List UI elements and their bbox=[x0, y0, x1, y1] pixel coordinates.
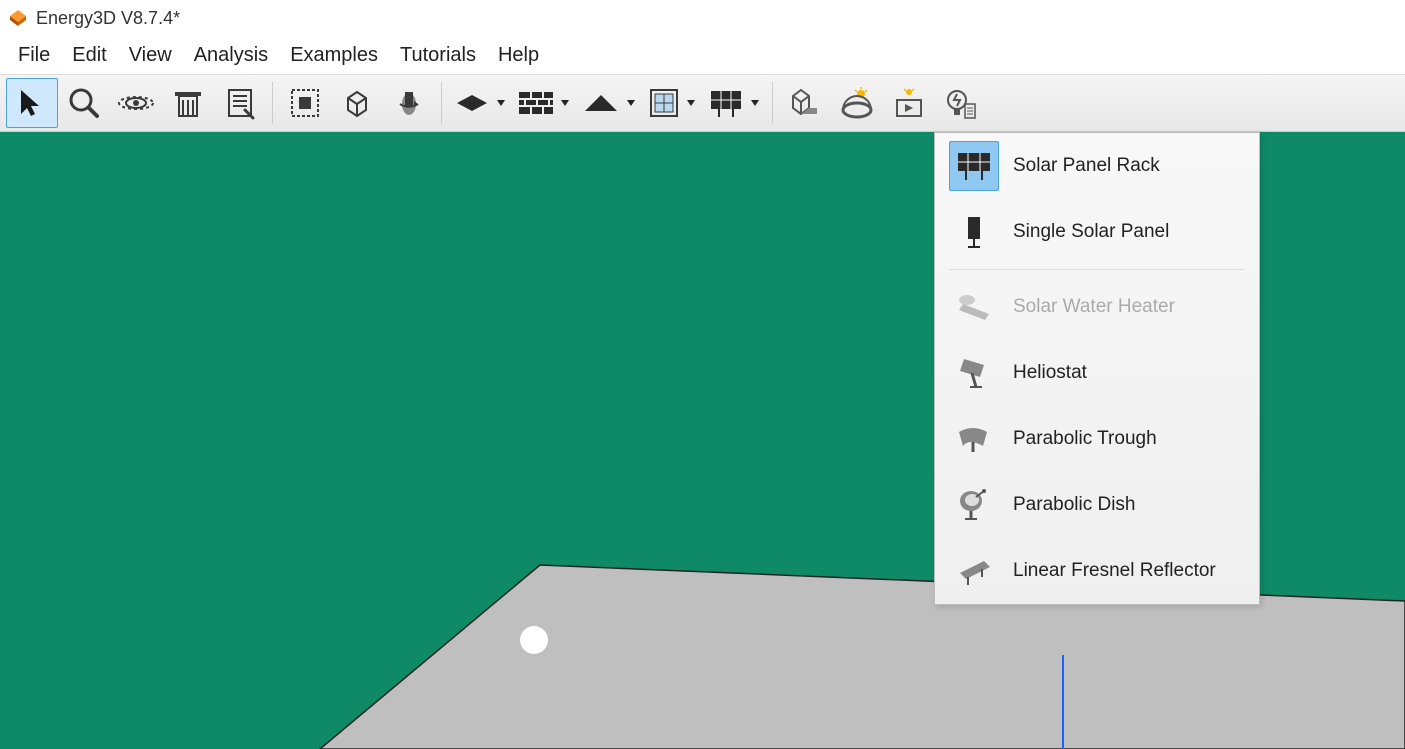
roof-icon bbox=[581, 91, 621, 115]
toolbar-foundation-button[interactable] bbox=[448, 78, 512, 128]
toolbar-energy-button[interactable] bbox=[935, 78, 987, 128]
menu-edit[interactable]: Edit bbox=[62, 38, 116, 73]
menu-single-solar-panel[interactable]: Single Solar Panel bbox=[935, 199, 1259, 265]
sun-handle[interactable] bbox=[520, 626, 548, 654]
chevron-down-icon bbox=[625, 97, 637, 109]
menu-item-label: Heliostat bbox=[1013, 362, 1087, 384]
resize-icon bbox=[288, 86, 322, 120]
toolbar-wall-button[interactable] bbox=[512, 78, 576, 128]
toolbar-roof-button[interactable] bbox=[576, 78, 642, 128]
toolbar-heliodon-button[interactable] bbox=[831, 78, 883, 128]
toolbar-window-button[interactable] bbox=[642, 78, 702, 128]
toolbar-solar-button[interactable] bbox=[702, 78, 766, 128]
menu-bar: File Edit View Analysis Examples Tutoria… bbox=[0, 36, 1405, 74]
toolbar-zoom-button[interactable] bbox=[58, 78, 110, 128]
menu-item-label: Parabolic Dish bbox=[1013, 494, 1136, 516]
water-heater-icon bbox=[949, 282, 999, 332]
menu-item-label: Solar Panel Rack bbox=[1013, 155, 1160, 177]
toolbar-building-button[interactable] bbox=[162, 78, 214, 128]
window-title: Energy3D V8.7.4* bbox=[36, 8, 180, 29]
toolbar-shadow-button[interactable] bbox=[779, 78, 831, 128]
menu-view[interactable]: View bbox=[119, 38, 182, 73]
menu-item-label: Single Solar Panel bbox=[1013, 221, 1169, 243]
magnifier-icon bbox=[67, 86, 101, 120]
menu-parabolic-trough[interactable]: Parabolic Trough bbox=[935, 406, 1259, 472]
solar-rack-icon bbox=[949, 141, 999, 191]
menu-parabolic-dish[interactable]: Parabolic Dish bbox=[935, 472, 1259, 538]
parabolic-trough-icon bbox=[949, 414, 999, 464]
foundation-icon bbox=[453, 89, 491, 117]
menu-linear-fresnel[interactable]: Linear Fresnel Reflector bbox=[935, 538, 1259, 604]
solar-icon bbox=[707, 87, 745, 119]
chevron-down-icon bbox=[559, 97, 571, 109]
menu-divider bbox=[949, 269, 1245, 270]
notes-icon bbox=[223, 86, 257, 120]
app-icon bbox=[8, 8, 28, 28]
heliodon-icon bbox=[839, 86, 875, 120]
cursor-icon bbox=[15, 86, 49, 120]
parabolic-dish-icon bbox=[949, 480, 999, 530]
shadow-icon bbox=[787, 86, 823, 120]
menu-tutorials[interactable]: Tutorials bbox=[390, 38, 486, 73]
bulb-icon bbox=[943, 86, 979, 120]
orbit-eye-icon bbox=[117, 86, 155, 120]
toolbar-separator bbox=[272, 82, 273, 124]
toolbar-animate-button[interactable] bbox=[883, 78, 935, 128]
toolbar-separator bbox=[772, 82, 773, 124]
menu-item-label: Solar Water Heater bbox=[1013, 296, 1175, 318]
menu-file[interactable]: File bbox=[8, 38, 60, 73]
animate-icon bbox=[891, 86, 927, 120]
fresnel-icon bbox=[949, 546, 999, 596]
chevron-down-icon bbox=[685, 97, 697, 109]
menu-analysis[interactable]: Analysis bbox=[184, 38, 278, 73]
building-icon bbox=[171, 86, 205, 120]
toolbar-notes-button[interactable] bbox=[214, 78, 266, 128]
axis-line bbox=[1062, 655, 1064, 749]
menu-item-label: Parabolic Trough bbox=[1013, 428, 1157, 450]
menu-solar-panel-rack[interactable]: Solar Panel Rack bbox=[935, 133, 1259, 199]
title-bar: Energy3D V8.7.4* bbox=[0, 0, 1405, 36]
single-panel-icon bbox=[949, 207, 999, 257]
wall-icon bbox=[517, 88, 555, 118]
toolbar-box-button[interactable] bbox=[331, 78, 383, 128]
menu-item-label: Linear Fresnel Reflector bbox=[1013, 560, 1216, 582]
solar-dropdown-menu: Solar Panel Rack Single Solar Panel Sola… bbox=[934, 132, 1260, 605]
toolbar-separator bbox=[441, 82, 442, 124]
rotate-icon bbox=[392, 86, 426, 120]
toolbar-orbit-button[interactable] bbox=[110, 78, 162, 128]
heliostat-icon bbox=[949, 348, 999, 398]
chevron-down-icon bbox=[495, 97, 507, 109]
menu-heliostat[interactable]: Heliostat bbox=[935, 340, 1259, 406]
toolbar bbox=[0, 74, 1405, 132]
box-icon bbox=[340, 86, 374, 120]
chevron-down-icon bbox=[749, 97, 761, 109]
menu-help[interactable]: Help bbox=[488, 38, 549, 73]
menu-examples[interactable]: Examples bbox=[280, 38, 388, 73]
menu-solar-water-heater: Solar Water Heater bbox=[935, 274, 1259, 340]
toolbar-rotate-button[interactable] bbox=[383, 78, 435, 128]
window-icon bbox=[647, 86, 681, 120]
toolbar-resize-button[interactable] bbox=[279, 78, 331, 128]
toolbar-select-button[interactable] bbox=[6, 78, 58, 128]
